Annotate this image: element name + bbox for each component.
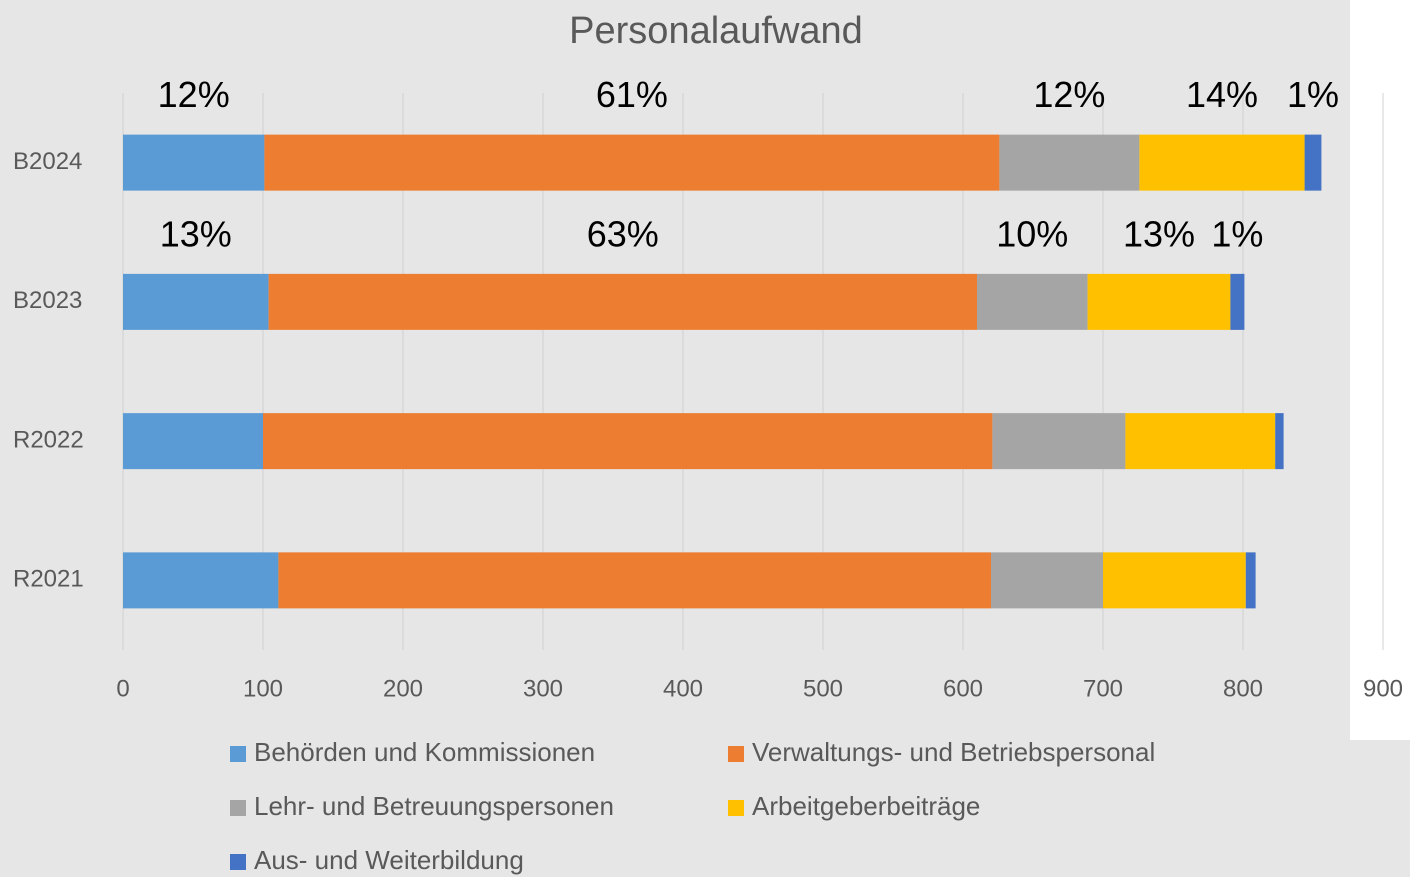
bar-segment	[268, 273, 978, 330]
bar-segment	[1230, 273, 1245, 330]
bar-segment	[991, 552, 1103, 609]
y-tick-label: B2023	[13, 287, 82, 314]
legend-label: Verwaltungs- und Betriebspersonal	[752, 737, 1155, 767]
bar-segment	[1125, 413, 1276, 470]
bar-segment	[1103, 552, 1246, 609]
data-label: 12%	[158, 74, 230, 115]
x-tick-label: 100	[243, 675, 283, 702]
x-tick-label: 0	[116, 675, 129, 702]
y-tick-label: R2022	[13, 426, 84, 453]
data-label: 1%	[1287, 74, 1339, 115]
x-tick-label: 900	[1363, 675, 1403, 702]
bar-segment	[1087, 273, 1231, 330]
y-tick-label: B2024	[13, 148, 82, 175]
x-tick-label: 500	[803, 675, 843, 702]
data-label: 13%	[1123, 213, 1195, 254]
data-label: 13%	[160, 213, 232, 254]
data-label: 61%	[596, 74, 668, 115]
bar-segment	[278, 552, 991, 609]
data-label: 1%	[1211, 213, 1263, 254]
legend-swatch	[230, 854, 246, 870]
bar-segment	[977, 273, 1088, 330]
data-label: 10%	[996, 213, 1068, 254]
data-label: 63%	[587, 213, 659, 254]
legend-swatch	[728, 746, 744, 762]
bar-segment	[999, 134, 1140, 191]
bar-segment	[1304, 134, 1322, 191]
y-tick-label: R2021	[13, 566, 84, 593]
legend-label: Arbeitgeberbeiträge	[752, 791, 980, 821]
x-tick-label: 800	[1223, 675, 1263, 702]
bar-segment	[1245, 552, 1256, 609]
legend-swatch	[728, 800, 744, 816]
white-margin	[1350, 0, 1410, 740]
bar-segment	[123, 273, 269, 330]
legend-swatch	[230, 800, 246, 816]
data-label: 12%	[1033, 74, 1105, 115]
legend-label: Lehr- und Betreuungspersonen	[254, 791, 614, 821]
x-tick-label: 600	[943, 675, 983, 702]
bar-segment	[264, 134, 1000, 191]
bar-segment	[123, 134, 265, 191]
bar-segment	[123, 413, 263, 470]
x-tick-label: 400	[663, 675, 703, 702]
bar-segment	[1275, 413, 1284, 470]
bar-segment	[263, 413, 993, 470]
bar-segment	[992, 413, 1126, 470]
legend-label: Behörden und Kommissionen	[254, 737, 595, 767]
x-tick-label: 200	[383, 675, 423, 702]
bar-segment	[1139, 134, 1305, 191]
bar-segment	[123, 552, 279, 609]
x-tick-label: 700	[1083, 675, 1123, 702]
legend-swatch	[230, 746, 246, 762]
legend-label: Aus- und Weiterbildung	[254, 845, 524, 875]
data-label: 14%	[1186, 74, 1258, 115]
chart-title: Personalaufwand	[569, 10, 863, 52]
x-tick-label: 300	[523, 675, 563, 702]
